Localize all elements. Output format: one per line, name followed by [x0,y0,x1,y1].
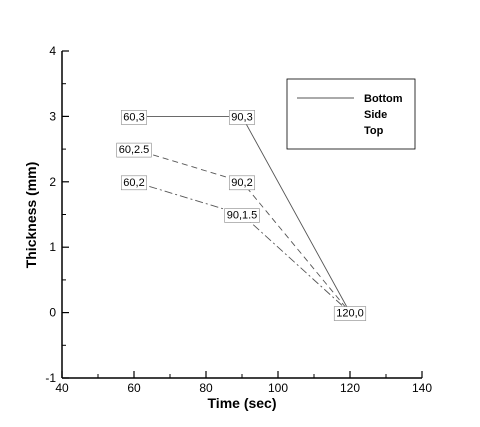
legend-label-top: Top [364,125,384,137]
y-tick-label: 2 [49,175,56,189]
legend-label-bottom: Bottom [364,93,403,105]
x-tick-label: 80 [199,381,213,395]
point-annotation: 60,2.5 [116,142,152,158]
annotation-box [228,110,256,125]
x-tick-label: 60 [127,381,141,395]
annotation-box [116,142,152,158]
annotation-box [228,175,256,191]
annotation-label: 60,2.5 [119,144,150,156]
legend-box [286,78,416,150]
point-annotation: 60,3 [120,110,148,125]
y-tick-label: 4 [49,44,56,58]
y-axis-title: Thickness (mm) [23,162,39,269]
annotation-box [120,175,148,191]
ticks-group: -1 0 1 2 3 4 40 60 80 100 120 140 [45,44,432,395]
series-line-side [133,148,351,313]
annotation-label: 120,0 [336,308,364,320]
x-tick-label: 40 [55,381,69,395]
x-tick-label: 120 [340,381,360,395]
series-line-top [133,181,351,313]
x-tick-label: 140 [412,381,432,395]
point-annotation: 90,3 [228,110,256,125]
annotation-box [120,110,148,125]
point-annotation: 60,2 [120,175,148,191]
annotation-label: 90,1.5 [227,210,258,222]
y-tick-label: -1 [45,371,56,385]
annotation-label: 90,3 [231,111,252,123]
point-annotation: 90,1.5 [224,208,260,223]
x-axis-title: Time (sec) [208,395,277,411]
legend: Bottom Side Top [286,78,416,150]
point-annotation: 120,0 [333,306,367,321]
y-tick-label: 0 [49,306,56,320]
legend-label-side: Side [364,109,387,121]
point-annotation: 90,2 [228,175,256,191]
annotation-box [333,306,367,321]
annotations-group: 60,3 90,3 60,2.5 90,2 60,2 90,1.5 120,0 [116,110,367,321]
y-tick-label: 3 [49,109,56,123]
annotation-label: 60,2 [123,177,144,189]
x-tick-label: 100 [268,381,288,395]
annotation-label: 60,3 [123,111,144,123]
y-tick-label: 1 [49,240,56,254]
annotation-box [224,208,260,223]
annotation-label: 90,2 [231,177,252,189]
